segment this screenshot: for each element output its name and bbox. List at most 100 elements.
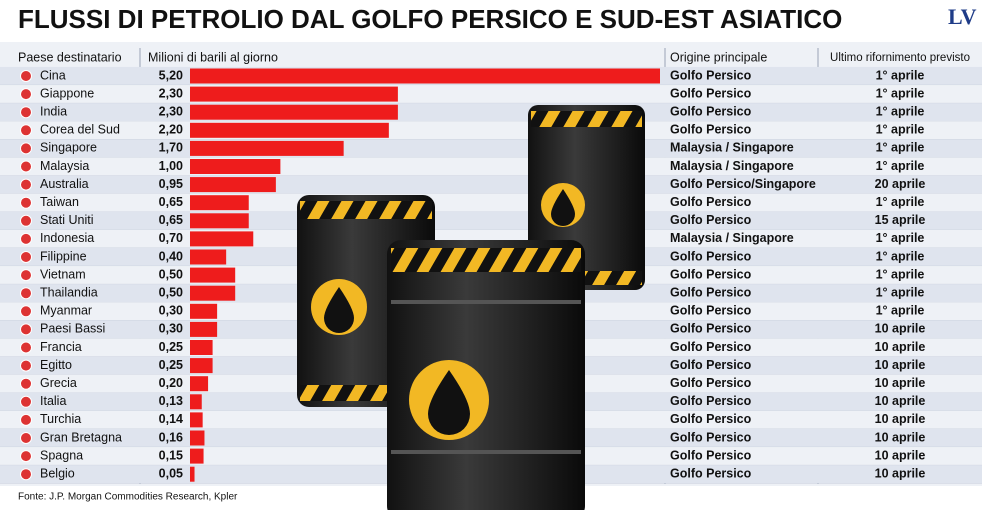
origin-label: Golfo Persico bbox=[670, 466, 752, 480]
country-label: Malaysia bbox=[40, 159, 89, 173]
value-label: 0,50 bbox=[159, 285, 183, 299]
flag bbox=[20, 214, 32, 227]
column-header: Ultimo rifornimento previsto bbox=[830, 52, 970, 64]
origin-label: Golfo Persico bbox=[670, 104, 752, 118]
country-label: Francia bbox=[40, 340, 82, 354]
bar bbox=[190, 122, 389, 138]
row-stripe bbox=[0, 175, 982, 194]
flag bbox=[20, 287, 32, 300]
country-label: Spagna bbox=[40, 448, 83, 462]
bar bbox=[190, 321, 218, 337]
country-label: Turchia bbox=[40, 412, 81, 426]
value-label: 0,95 bbox=[159, 177, 183, 191]
value-label: 0,30 bbox=[159, 322, 183, 336]
origin-label: Golfo Persico bbox=[670, 358, 752, 372]
country-label: Belgio bbox=[40, 466, 75, 480]
row-stripe bbox=[0, 121, 982, 140]
flag bbox=[20, 160, 32, 173]
bar bbox=[190, 358, 213, 374]
flag bbox=[20, 395, 32, 408]
value-label: 0,50 bbox=[159, 267, 183, 281]
refill-date: 1° aprile bbox=[876, 141, 925, 155]
refill-date: 10 aprile bbox=[875, 376, 926, 390]
flag bbox=[20, 305, 32, 318]
bar bbox=[190, 68, 660, 84]
origin-label: Malaysia / Singapore bbox=[670, 231, 794, 245]
refill-date: 10 aprile bbox=[875, 448, 926, 462]
bar bbox=[190, 140, 344, 156]
origin-label: Golfo Persico bbox=[670, 430, 752, 444]
flag bbox=[20, 432, 32, 444]
origin-label: Golfo Persico bbox=[670, 412, 752, 426]
country-label: Indonesia bbox=[40, 231, 94, 245]
bar bbox=[190, 195, 249, 211]
bar bbox=[190, 231, 254, 247]
bar bbox=[190, 249, 227, 265]
flag bbox=[20, 377, 32, 390]
value-label: 2,30 bbox=[159, 86, 183, 100]
value-label: 0,65 bbox=[159, 213, 183, 227]
country-label: Paesi Bassi bbox=[40, 322, 105, 336]
logo: LV bbox=[948, 4, 977, 29]
column-header: Origine principale bbox=[670, 50, 767, 64]
bar bbox=[190, 340, 213, 355]
bar bbox=[190, 86, 398, 102]
value-label: 0,25 bbox=[159, 358, 183, 372]
refill-date: 15 aprile bbox=[875, 213, 926, 227]
country-label: Myanmar bbox=[40, 304, 92, 318]
value-label: 5,20 bbox=[159, 68, 183, 82]
value-label: 0,40 bbox=[159, 249, 183, 263]
country-label: Thailandia bbox=[40, 285, 98, 299]
refill-date: 1° aprile bbox=[876, 104, 925, 118]
row-stripe bbox=[0, 103, 982, 122]
bar bbox=[190, 303, 218, 319]
origin-label: Malaysia / Singapore bbox=[670, 159, 794, 173]
flag bbox=[20, 232, 32, 245]
origin-label: Golfo Persico bbox=[670, 249, 752, 263]
flag bbox=[20, 178, 32, 191]
bar bbox=[190, 285, 236, 301]
country-label: Australia bbox=[40, 177, 89, 191]
country-label: Vietnam bbox=[40, 267, 86, 281]
origin-label: Golfo Persico bbox=[670, 448, 752, 462]
value-label: 0,30 bbox=[159, 304, 183, 318]
origin-label: Golfo Persico bbox=[670, 68, 752, 82]
title: FLUSSI DI PETROLIO DAL GOLFO PERSICO E S… bbox=[18, 4, 842, 34]
column-header: Paese destinatario bbox=[18, 50, 122, 64]
refill-date: 1° aprile bbox=[876, 86, 925, 100]
flag bbox=[20, 70, 32, 82]
bar bbox=[190, 430, 205, 446]
country-label: Cina bbox=[40, 68, 66, 82]
row-stripe bbox=[0, 85, 982, 104]
flag bbox=[20, 413, 32, 426]
country-label: Taiwan bbox=[40, 195, 79, 209]
row-stripe bbox=[0, 193, 982, 212]
bar bbox=[190, 104, 398, 120]
refill-date: 10 aprile bbox=[875, 412, 926, 426]
origin-label: Golfo Persico bbox=[670, 304, 752, 318]
bar bbox=[190, 466, 195, 482]
bar bbox=[190, 177, 276, 193]
country-label: Singapore bbox=[40, 141, 97, 155]
refill-date: 10 aprile bbox=[875, 430, 926, 444]
flag bbox=[20, 359, 32, 372]
bar bbox=[190, 159, 281, 174]
refill-date: 1° aprile bbox=[876, 159, 925, 173]
country-label: India bbox=[40, 104, 67, 118]
refill-date: 10 aprile bbox=[875, 466, 926, 480]
flag bbox=[20, 88, 32, 101]
refill-date: 1° aprile bbox=[876, 123, 925, 137]
value-label: 0,14 bbox=[159, 412, 183, 426]
refill-date: 1° aprile bbox=[876, 267, 925, 281]
country-label: Grecia bbox=[40, 376, 77, 390]
bar bbox=[190, 376, 209, 392]
value-label: 0,16 bbox=[159, 430, 183, 444]
refill-date: 1° aprile bbox=[876, 285, 925, 299]
country-label: Corea del Sud bbox=[40, 123, 120, 137]
flag bbox=[20, 468, 32, 481]
origin-label: Golfo Persico bbox=[670, 267, 752, 281]
flag bbox=[20, 196, 32, 209]
country-label: Egitto bbox=[40, 358, 72, 372]
origin-label: Golfo Persico bbox=[670, 86, 752, 100]
country-label: Gran Bretagna bbox=[40, 430, 122, 444]
